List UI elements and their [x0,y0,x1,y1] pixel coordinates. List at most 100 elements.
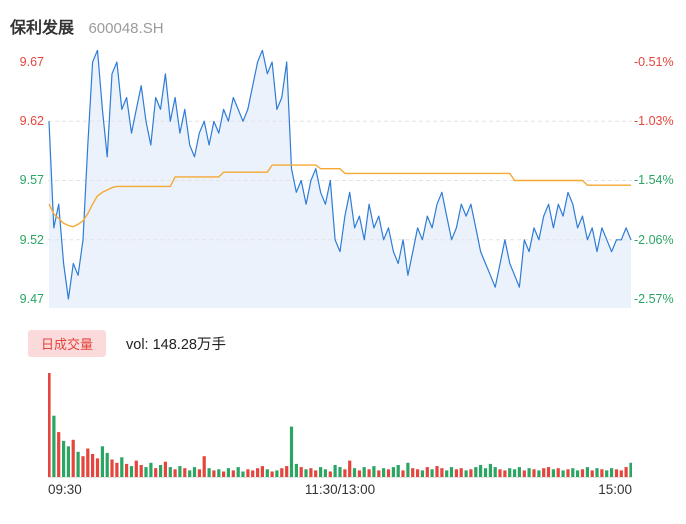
volume-bar [571,468,575,477]
volume-bar [202,456,206,477]
volume-bar [551,469,555,477]
volume-bar [493,467,497,477]
volume-bar [105,452,109,477]
volume-bar [275,470,279,477]
volume-bar [115,462,119,477]
volume-bar [610,468,614,477]
volume-bar [396,465,400,477]
volume-bar [464,470,468,477]
volume-bar [285,466,289,477]
volume-bar [81,456,85,477]
volume-bar [246,469,250,477]
volume-bar [406,462,410,477]
volume-bar [110,459,114,477]
volume-bar [91,454,95,477]
volume-bar [314,470,318,477]
percent-tick-label: -2.06% [634,233,674,247]
volume-bar [420,470,424,477]
volume-bar [183,468,187,477]
volume-bar [86,448,90,477]
volume-bar [479,465,483,477]
volume-bar [377,470,381,477]
volume-bar [595,468,599,477]
volume-bar [129,466,134,477]
volume-bar [449,467,454,477]
volume-bar [251,470,255,477]
volume-bar [207,468,211,477]
volume-bar [125,463,129,477]
volume-bar [537,470,541,477]
volume-bar [231,470,235,477]
volume-tab[interactable]: 日成交量 [28,329,107,357]
volume-bar [270,471,274,477]
volume-bar [629,462,632,477]
volume-bar [561,470,565,477]
price-axis-left: 9.67 9.62 9.57 9.52 9.47 [6,0,44,320]
volume-bar [488,463,492,477]
stock-code: 600048.SH [88,20,164,37]
volume-bar [338,467,342,477]
volume-bar [319,467,323,477]
volume-bar [328,471,332,477]
volume-bar [411,468,415,477]
volume-bar [299,467,303,477]
stock-header: 保利发展 600048.SH [10,14,164,37]
volume-bar [304,469,308,477]
volume-bar [236,467,240,477]
volume-bar [139,465,143,477]
time-axis: 09:30 11:30/13:00 15:00 [48,482,632,497]
avg-price-line [48,164,631,228]
volume-bar [100,446,104,477]
volume-bar [416,469,420,477]
volume-bar [154,468,158,477]
volume-bar [614,469,619,477]
volume-bar [580,469,585,477]
volume-bar [120,457,124,477]
volume-bar [76,451,80,477]
volume-bar [367,469,371,477]
volume-bar [435,466,439,477]
volume-bar [624,467,628,477]
volume-bar [585,467,589,477]
volume-bar [542,468,546,477]
volume-bar [280,468,284,477]
volume-bar [192,467,197,477]
volume-bar [391,467,395,477]
stock-name: 保利发展 [10,20,75,37]
volume-bar [517,467,521,477]
volume-bar [48,373,51,477]
volume-bar [527,468,531,477]
volume-bar [95,458,100,477]
volume-bar [445,470,449,477]
price-line [48,50,632,300]
volume-header: 日成交量 vol: 148.28万手 [28,329,226,357]
volume-bar [159,465,163,477]
volume-bar [556,468,560,477]
time-label-close: 15:00 [598,482,632,497]
volume-bar [357,470,361,477]
volume-bar [352,468,357,477]
price-chart[interactable] [48,50,632,310]
volume-bar [513,469,517,477]
percent-tick-label: -1.54% [634,173,674,187]
volume-bar [222,471,226,477]
volume-chart[interactable] [48,367,632,479]
volume-bar [57,432,61,477]
volume-bar [590,470,594,477]
volume-bar [508,468,512,477]
price-tick-label: 9.57 [19,173,44,187]
volume-bar [134,460,138,477]
volume-bar [66,446,70,477]
volume-bar [386,469,391,477]
volume-bar [474,467,478,477]
volume-bar [226,468,230,477]
volume-bar [212,470,216,477]
volume-bar [294,463,298,477]
volume-bar [52,415,56,477]
volume-bar [469,469,473,477]
percent-tick-label: -1.03% [634,114,674,128]
volume-bar [498,469,502,477]
volume-bar [619,470,623,477]
volume-bar [454,469,458,477]
